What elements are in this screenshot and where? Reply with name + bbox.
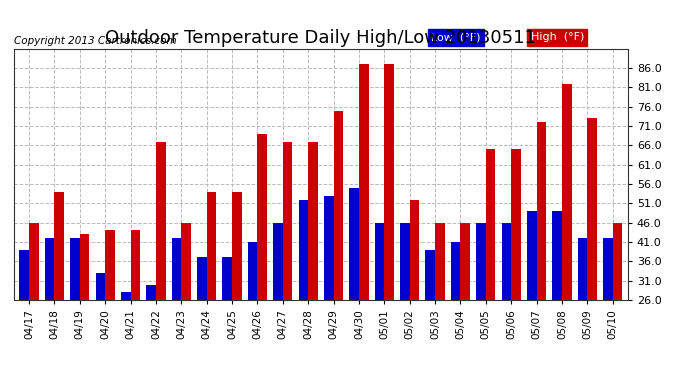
Bar: [248, 242, 257, 300]
Bar: [587, 118, 597, 300]
Bar: [181, 223, 191, 300]
Bar: [130, 230, 140, 300]
Bar: [121, 292, 130, 300]
Bar: [384, 64, 394, 300]
Bar: [511, 149, 521, 300]
Bar: [426, 250, 435, 300]
Bar: [476, 223, 486, 300]
Bar: [172, 238, 181, 300]
Bar: [562, 84, 571, 300]
Bar: [486, 149, 495, 300]
Bar: [29, 223, 39, 300]
Bar: [451, 242, 460, 300]
Bar: [70, 238, 80, 300]
Bar: [460, 223, 470, 300]
Bar: [324, 196, 333, 300]
Text: Copyright 2013 Cartronics.com: Copyright 2013 Cartronics.com: [14, 36, 177, 46]
Bar: [19, 250, 29, 300]
Bar: [283, 141, 293, 300]
Bar: [400, 223, 410, 300]
Bar: [55, 192, 64, 300]
Bar: [146, 285, 156, 300]
Bar: [527, 211, 537, 300]
Bar: [232, 192, 241, 300]
Text: High  (°F): High (°F): [531, 33, 584, 42]
Bar: [207, 192, 216, 300]
Bar: [95, 273, 105, 300]
Bar: [410, 200, 420, 300]
Bar: [308, 141, 318, 300]
Bar: [349, 188, 359, 300]
Title: Outdoor Temperature Daily High/Low 20130511: Outdoor Temperature Daily High/Low 20130…: [106, 29, 536, 47]
Bar: [502, 223, 511, 300]
Bar: [156, 141, 166, 300]
Bar: [45, 238, 55, 300]
Bar: [375, 223, 384, 300]
Bar: [222, 258, 232, 300]
Bar: [299, 200, 308, 300]
Text: Low  (°F): Low (°F): [431, 33, 481, 42]
Bar: [333, 111, 343, 300]
Bar: [537, 122, 546, 300]
Bar: [603, 238, 613, 300]
Bar: [578, 238, 587, 300]
Bar: [80, 234, 90, 300]
Bar: [552, 211, 562, 300]
Bar: [273, 223, 283, 300]
Bar: [613, 223, 622, 300]
Bar: [359, 64, 368, 300]
Bar: [435, 223, 444, 300]
Bar: [257, 134, 267, 300]
Bar: [105, 230, 115, 300]
Bar: [197, 258, 207, 300]
